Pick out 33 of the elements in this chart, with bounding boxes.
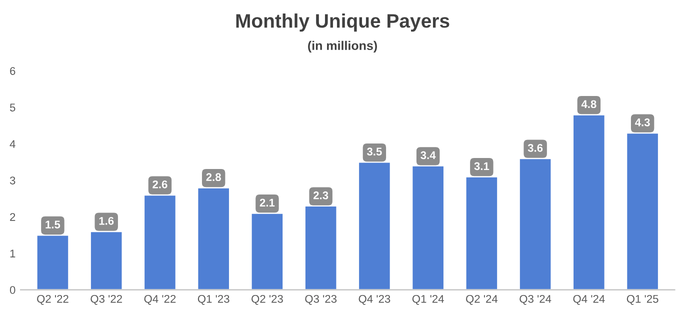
x-tick-label: Q4 '22 — [144, 294, 176, 305]
y-tick-label: 3 — [10, 176, 16, 184]
data-label: 2.1 — [260, 198, 275, 206]
data-label: 1.5 — [46, 220, 60, 228]
x-tick-label: Q4 '24 — [573, 294, 605, 305]
data-label: 3.5 — [366, 148, 382, 156]
x-tick-label: Q3 '23 — [305, 294, 337, 305]
data-label: 3.4 — [420, 151, 436, 160]
data-label: 4.3 — [635, 118, 650, 126]
data-label: 3.1 — [474, 162, 490, 170]
y-tick-label: 6 — [10, 67, 16, 75]
data-label: 1.6 — [99, 216, 114, 225]
y-tick-label: 4 — [10, 140, 16, 148]
x-tick-label: Q2 '22 — [37, 294, 68, 305]
data-label: 4.8 — [581, 100, 596, 108]
x-tick-label: Q1 '25 — [626, 294, 658, 305]
x-tick-label: Q4 '23 — [358, 294, 390, 305]
data-label: 3.6 — [528, 144, 543, 152]
chart-title: Monthly Unique Payers — [236, 13, 450, 32]
y-tick-label: 0 — [10, 286, 16, 294]
y-tick-label: 1 — [10, 250, 16, 258]
y-tick-label: 2 — [10, 213, 16, 221]
chart-subtitle: (in millions) — [308, 40, 377, 53]
x-tick-label: Q3 '22 — [90, 294, 122, 305]
data-label: 2.3 — [313, 191, 328, 200]
data-label: 2.8 — [206, 173, 221, 182]
x-tick-label: Q1 '24 — [412, 294, 444, 305]
x-tick-label: Q3 '24 — [520, 294, 552, 305]
x-tick-label: Q2 '23 — [252, 294, 283, 305]
y-tick-label: 5 — [10, 104, 16, 112]
x-tick-label: Q2 '24 — [466, 294, 498, 305]
data-label: 2.6 — [152, 180, 168, 188]
x-tick-label: Q1 '23 — [198, 294, 230, 305]
